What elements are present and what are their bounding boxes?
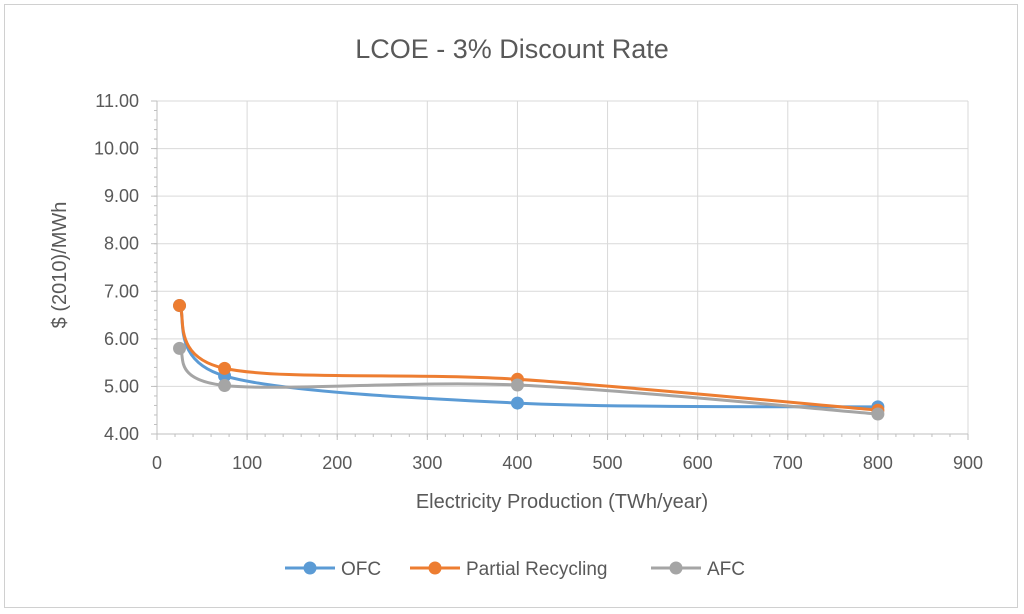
series-lines (173, 299, 885, 421)
x-tick-label: 300 (412, 453, 442, 473)
x-tick-label: 0 (152, 453, 162, 473)
x-tick-label: 500 (593, 453, 623, 473)
data-point-partial-recycling (218, 361, 232, 375)
data-point-afc (871, 407, 885, 421)
data-point-afc (218, 378, 232, 392)
legend-marker-afc (669, 561, 683, 575)
x-tick-label: 100 (232, 453, 262, 473)
legend-label-ofc: OFC (341, 559, 381, 580)
series-line-ofc (178, 304, 878, 409)
y-tick-label: 5.00 (104, 376, 139, 396)
series-line-partial-recycling (178, 304, 879, 412)
y-tick-label: 8.00 (104, 234, 139, 254)
x-tick-label: 700 (773, 453, 803, 473)
data-point-ofc (510, 396, 524, 410)
chart-title: LCOE - 3% Discount Rate (355, 34, 669, 64)
data-point-afc (510, 378, 524, 392)
data-point-partial-recycling (173, 299, 187, 313)
x-tick-label: 900 (953, 453, 983, 473)
legend-marker-partial-recycling (428, 561, 442, 575)
y-tick-labels: 4.00 5.00 6.00 7.00 8.00 9.00 10.00 11.00 (94, 91, 139, 444)
legend: OFC Partial Recycling AFC (285, 559, 745, 580)
y-tick-label: 7.00 (104, 281, 139, 301)
legend-label-partial-recycling: Partial Recycling (466, 559, 608, 580)
x-tick-label: 200 (322, 453, 352, 473)
x-tick-label: 800 (863, 453, 893, 473)
x-tick-label: 400 (502, 453, 532, 473)
y-tick-label: 9.00 (104, 186, 139, 206)
y-tick-label: 11.00 (95, 91, 139, 111)
y-tick-label: 6.00 (104, 329, 139, 349)
x-tick-label: 600 (683, 453, 713, 473)
legend-label-afc: AFC (707, 559, 745, 580)
gridlines (157, 100, 969, 434)
axes (151, 100, 969, 440)
y-tick-label: 10.00 (94, 139, 139, 159)
data-point-afc (173, 341, 187, 355)
y-tick-label: 4.00 (104, 424, 139, 444)
x-axis-title: Electricity Production (TWh/year) (416, 491, 708, 513)
series-line-afc (178, 347, 879, 416)
x-tick-labels: 0 100 200 300 400 500 600 700 800 900 (152, 453, 983, 473)
legend-marker-ofc (303, 561, 317, 575)
y-axis-title: $ (2010)/MWh (49, 202, 71, 329)
chart-frame (4, 4, 1018, 608)
